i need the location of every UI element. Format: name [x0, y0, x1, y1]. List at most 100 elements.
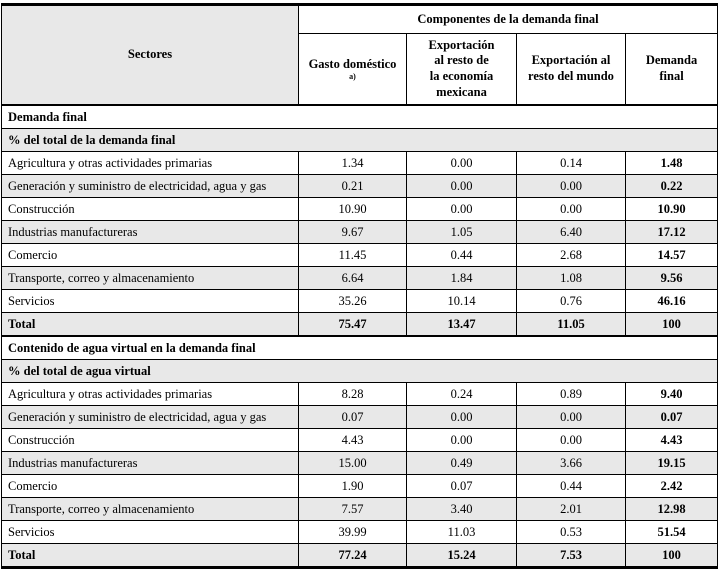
section-subtitle: % del total de agua virtual — [1, 359, 718, 383]
cell-value: 0.00 — [516, 428, 626, 452]
cell-value: 0.24 — [406, 382, 517, 406]
cell-value: 7.57 — [298, 497, 407, 521]
cell-demanda-final: 0.07 — [625, 405, 718, 429]
row-label: Total — [1, 543, 299, 568]
section-subtitle-row: % del total de agua virtual — [1, 359, 718, 383]
cell-demanda-final: 1.48 — [625, 151, 718, 175]
cell-value: 0.00 — [406, 428, 517, 452]
table-row: Agricultura y otras actividades primaria… — [1, 382, 718, 406]
cell-value: 9.67 — [298, 220, 407, 244]
cell-value: 0.00 — [516, 197, 626, 221]
section-title: Contenido de agua virtual en la demanda … — [1, 335, 718, 360]
cell-demanda-final: 9.40 — [625, 382, 718, 406]
table-row: Total 77.24 15.24 7.53 100 — [1, 543, 718, 568]
column-header-exportacion-economia-mexicana: Exportación al resto de la economía mexi… — [406, 33, 517, 106]
cell-demanda-final: 14.57 — [625, 243, 718, 267]
cell-value: 1.90 — [298, 474, 407, 498]
section-title-row: Demanda final — [1, 105, 718, 129]
cell-value: 0.44 — [516, 474, 626, 498]
cell-value: 0.76 — [516, 289, 626, 313]
cell-value: 1.08 — [516, 266, 626, 290]
cell-value: 13.47 — [406, 312, 517, 337]
cell-value: 6.64 — [298, 266, 407, 290]
cell-value: 15.00 — [298, 451, 407, 475]
cell-value: 11.45 — [298, 243, 407, 267]
cell-value: 39.99 — [298, 520, 407, 544]
cell-value: 10.90 — [298, 197, 407, 221]
table-row: Transporte, correo y almacenamiento 7.57 3… — [1, 497, 718, 521]
row-label: Industrias manufactureras — [1, 451, 299, 475]
cell-demanda-final: 2.42 — [625, 474, 718, 498]
table-row: Agricultura y otras actividades primaria… — [1, 151, 718, 175]
row-label: Generación y suministro de electricidad,… — [1, 405, 299, 429]
cell-value: 15.24 — [406, 543, 517, 568]
row-label: Agricultura y otras actividades primaria… — [1, 382, 299, 406]
cell-value: 0.00 — [516, 405, 626, 429]
table-row: Construcción 10.90 0.00 0.00 10.90 — [1, 197, 718, 221]
row-label: Construcción — [1, 428, 299, 452]
cell-value: 2.01 — [516, 497, 626, 521]
cell-value: 6.40 — [516, 220, 626, 244]
table-row: Comercio 1.90 0.07 0.44 2.42 — [1, 474, 718, 498]
cell-value: 1.34 — [298, 151, 407, 175]
column-header-gasto-domestico-label: Gasto doméstico — [308, 56, 397, 71]
cell-value: 1.05 — [406, 220, 517, 244]
cell-value: 3.40 — [406, 497, 517, 521]
row-label: Industrias manufactureras — [1, 220, 299, 244]
table-row: Total 75.47 13.47 11.05 100 — [1, 312, 718, 337]
cell-demanda-final: 17.12 — [625, 220, 718, 244]
cell-value: 0.49 — [406, 451, 517, 475]
table-row: Servicios 35.26 10.14 0.76 46.16 — [1, 289, 718, 313]
column-header-demanda-final: Demanda final — [625, 33, 718, 106]
cell-value: 0.53 — [516, 520, 626, 544]
row-label: Generación y suministro de electricidad,… — [1, 174, 299, 198]
column-header-gasto-domestico: Gasto doméstico a) — [298, 33, 407, 106]
cell-demanda-final: 100 — [625, 312, 718, 337]
cell-value: 11.03 — [406, 520, 517, 544]
cell-value: 77.24 — [298, 543, 407, 568]
cell-value: 0.89 — [516, 382, 626, 406]
cell-value: 75.47 — [298, 312, 407, 337]
cell-value: 0.21 — [298, 174, 407, 198]
cell-value: 3.66 — [516, 451, 626, 475]
row-label: Transporte, correo y almacenamiento — [1, 266, 299, 290]
cell-demanda-final: 0.22 — [625, 174, 718, 198]
section-title-row: Contenido de agua virtual en la demanda … — [1, 335, 718, 360]
row-label: Agricultura y otras actividades primaria… — [1, 151, 299, 175]
table-row: Construcción 4.43 0.00 0.00 4.43 — [1, 428, 718, 452]
cell-value: 1.84 — [406, 266, 517, 290]
table-row: Industrias manufactureras 15.00 0.49 3.66 19… — [1, 451, 718, 475]
cell-demanda-final: 10.90 — [625, 197, 718, 221]
cell-value: 0.07 — [406, 474, 517, 498]
row-label: Construcción — [1, 197, 299, 221]
cell-value: 0.14 — [516, 151, 626, 175]
table-row: Generación y suministro de electricidad,… — [1, 405, 718, 429]
data-table: Sectores Componentes de la demanda final… — [1, 3, 718, 569]
cell-value: 0.00 — [406, 174, 517, 198]
row-label: Total — [1, 312, 299, 337]
section-subtitle-row: % del total de la demanda final — [1, 128, 718, 152]
row-label: Servicios — [1, 289, 299, 313]
cell-value: 0.00 — [406, 151, 517, 175]
cell-value: 11.05 — [516, 312, 626, 337]
cell-demanda-final: 100 — [625, 543, 718, 568]
table-row: Servicios 39.99 11.03 0.53 51.54 — [1, 520, 718, 544]
header-componentes-demanda-final: Componentes de la demanda final — [298, 4, 718, 34]
cell-value: 8.28 — [298, 382, 407, 406]
table-row: Industrias manufactureras 9.67 1.05 6.40 17.… — [1, 220, 718, 244]
cell-value: 0.44 — [406, 243, 517, 267]
table-body: Demanda final% del total de la demanda f… — [1, 105, 718, 568]
cell-demanda-final: 12.98 — [625, 497, 718, 521]
table-row: Transporte, correo y almacenamiento 6.64 1… — [1, 266, 718, 290]
cell-value: 0.00 — [406, 405, 517, 429]
cell-demanda-final: 9.56 — [625, 266, 718, 290]
cell-value: 4.43 — [298, 428, 407, 452]
table-header: Sectores Componentes de la demanda final… — [1, 4, 718, 106]
cell-value: 7.53 — [516, 543, 626, 568]
cell-demanda-final: 4.43 — [625, 428, 718, 452]
table-row: Comercio 11.45 0.44 2.68 14.57 — [1, 243, 718, 267]
cell-value: 0.00 — [406, 197, 517, 221]
cell-value: 0.00 — [516, 174, 626, 198]
cell-demanda-final: 51.54 — [625, 520, 718, 544]
